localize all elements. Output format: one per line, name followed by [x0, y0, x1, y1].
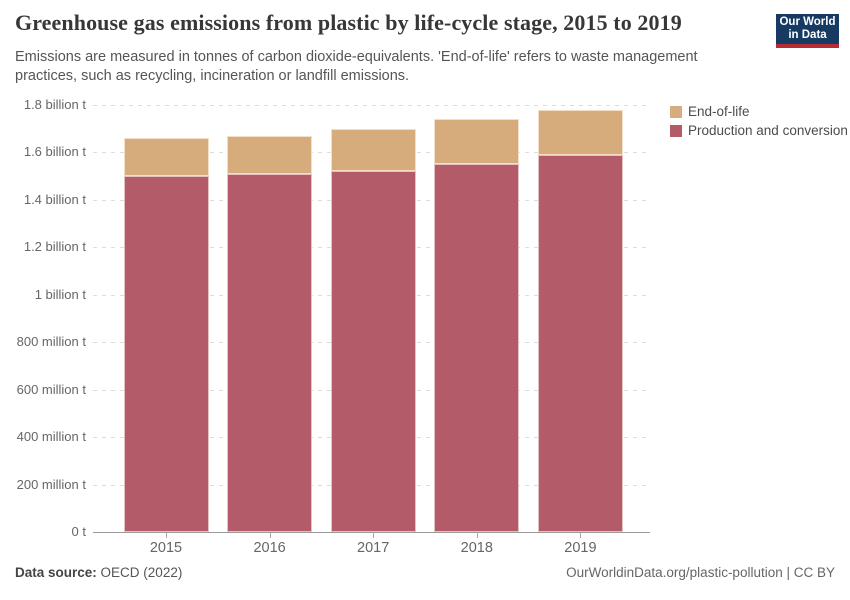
bar-segment-end-of-life-2019[interactable]: [537, 109, 623, 155]
chart-subtitle: Emissions are measured in tonnes of carb…: [15, 49, 698, 85]
bar-segment-production-2018[interactable]: [434, 164, 520, 532]
x-axis-tick: [269, 533, 271, 538]
logo-line2: in Data: [788, 29, 827, 41]
bar-segment-production-2015[interactable]: [123, 176, 209, 532]
y-axis-label: 600 million t: [16, 381, 86, 397]
x-axis-label: 2019: [564, 540, 597, 556]
legend-item-end-of-life[interactable]: End-of-life: [670, 104, 848, 119]
y-axis-label: 0 t: [71, 524, 86, 539]
gridline: [93, 105, 650, 106]
x-axis-tick: [580, 533, 582, 538]
footer: Data source: OECD (2022) OurWorldinData.…: [15, 565, 835, 580]
bar-segment-production-2016[interactable]: [227, 173, 313, 532]
bar-segment-end-of-life-2015[interactable]: [123, 138, 209, 177]
bar-segment-production-2019[interactable]: [537, 154, 623, 532]
bar-segment-end-of-life-2018[interactable]: [434, 119, 520, 165]
x-axis-label: 2015: [149, 540, 183, 556]
bar-segment-production-2017[interactable]: [330, 171, 416, 532]
y-axis-label: 400 million t: [16, 429, 86, 445]
footer-source-value: OECD (2022): [100, 565, 183, 580]
x-axis-tick: [373, 533, 375, 538]
owid-logo[interactable]: Our World in Data: [776, 14, 839, 48]
footer-source-label: Data source:: [15, 565, 97, 580]
y-axis-label: 800 million t: [16, 334, 86, 350]
x-axis-label: 2017: [357, 540, 390, 556]
x-axis-label: 2018: [460, 540, 493, 556]
chart-title: Greenhouse gas emissions from plastic by…: [15, 10, 682, 35]
footer-link[interactable]: OurWorldinData.org/plastic-pollution | C…: [566, 565, 835, 580]
footer-source: Data source: OECD (2022): [15, 565, 182, 580]
x-axis-label: 2016: [253, 540, 286, 556]
logo-line1: Our World: [779, 16, 836, 28]
legend-swatch-production: [670, 124, 682, 137]
y-axis-label: 200 million t: [16, 476, 86, 492]
legend-label: End-of-life: [688, 104, 750, 119]
y-axis-label: 1.6 billion t: [23, 144, 86, 160]
bar-segment-end-of-life-2016[interactable]: [227, 135, 313, 174]
y-axis-label: 1.4 billion t: [23, 191, 86, 207]
x-axis-tick: [166, 533, 167, 538]
legend: End-of-life Production and conversion: [670, 104, 848, 142]
y-axis-label: 1 billion t: [34, 286, 86, 302]
bar-segment-end-of-life-2017[interactable]: [330, 128, 416, 172]
legend-item-production[interactable]: Production and conversion: [670, 123, 848, 138]
logo-red-stripe: [776, 44, 839, 48]
x-axis-tick: [476, 533, 478, 538]
y-axis-label: 1.2 billion t: [23, 239, 86, 255]
legend-label: Production and conversion: [688, 123, 848, 138]
y-axis-label: 1.8 billion t: [23, 97, 86, 112]
x-axis-line: [93, 532, 650, 533]
legend-swatch-end-of-life: [670, 105, 682, 118]
